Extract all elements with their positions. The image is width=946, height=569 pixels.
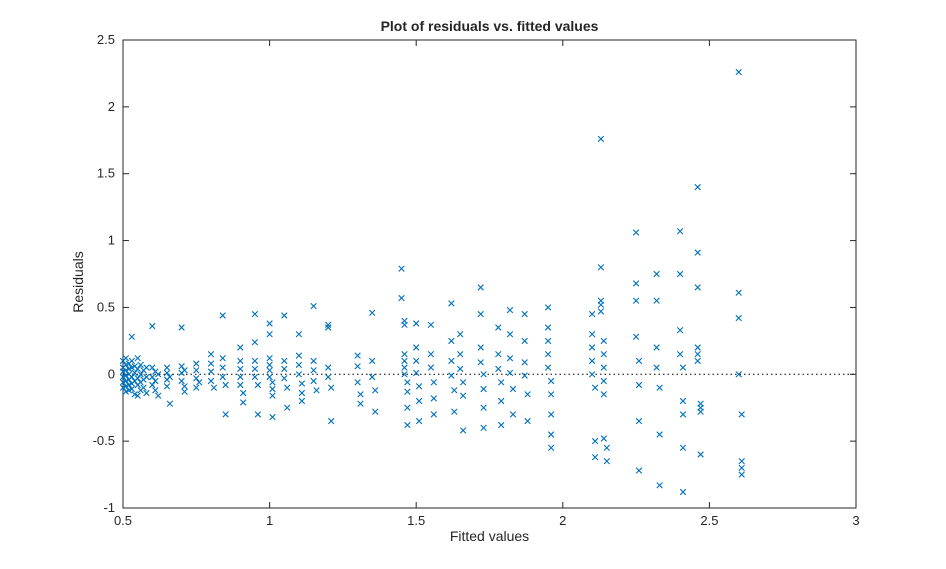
- svg-text:1.5: 1.5: [407, 513, 425, 528]
- svg-text:2: 2: [559, 513, 566, 528]
- chart-title: Plot of residuals vs. fitted values: [380, 18, 599, 34]
- y-axis-label: Residuals: [70, 251, 86, 313]
- svg-text:-1: -1: [103, 500, 115, 515]
- svg-text:0: 0: [108, 366, 115, 381]
- svg-text:2.5: 2.5: [700, 513, 718, 528]
- svg-text:3: 3: [852, 513, 859, 528]
- svg-text:0.5: 0.5: [97, 299, 115, 314]
- svg-text:2: 2: [108, 99, 115, 114]
- svg-text:-0.5: -0.5: [93, 433, 115, 448]
- svg-text:1: 1: [266, 513, 273, 528]
- svg-text:2.5: 2.5: [97, 32, 115, 47]
- x-axis-label: Fitted values: [449, 528, 530, 544]
- svg-text:0.5: 0.5: [114, 513, 132, 528]
- svg-text:1: 1: [108, 233, 115, 248]
- svg-text:1.5: 1.5: [97, 166, 115, 181]
